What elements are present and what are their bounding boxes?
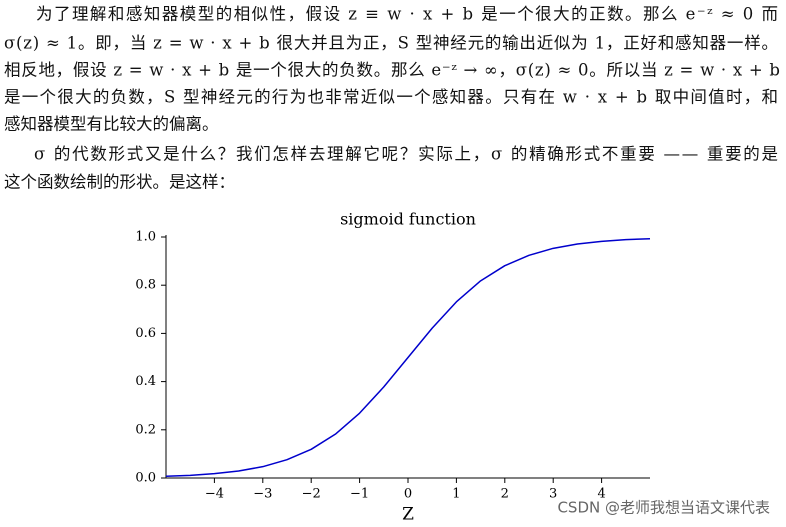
chart-title: sigmoid function <box>340 210 476 229</box>
x-tick-label: −3 <box>253 487 272 502</box>
x-tick-label: 0 <box>404 487 412 502</box>
x-tick-label: 4 <box>597 487 605 502</box>
text-line: 为了理解和感知器模型的相似性，假设 z ≡ w · x + b 是一个很大的正数… <box>36 5 778 24</box>
text-line: σ(z) ≈ 1。即，当 z = w · x + b 很大并且为正，S 型神经元… <box>4 34 778 53</box>
x-tick-label: 1 <box>452 487 460 502</box>
y-tick-label: 0.0 <box>135 471 156 486</box>
y-tick-label: 0.2 <box>135 422 156 437</box>
text-line: 是一个很大的负数，S 型神经元的行为也非常近似一个感知器。只有在 w · x +… <box>4 88 778 107</box>
x-tick-label: −4 <box>205 487 224 502</box>
y-tick-label: 1.0 <box>135 230 156 245</box>
x-tick-label: 2 <box>501 487 509 502</box>
x-axis-label: Z <box>402 505 414 525</box>
y-tick-label: 0.4 <box>135 374 156 389</box>
text-line: 感知器模型有比较大的偏离。 <box>4 115 219 134</box>
text-line: σ 的代数形式又是什么？我们怎样去理解它呢？实际上，σ 的精确形式不重要 —— … <box>34 145 778 164</box>
y-tick-label: 0.8 <box>135 278 156 293</box>
text-line: 相反地，假设 z = w · x + b 是一个很大的负数。那么 e⁻ᶻ → ∞… <box>4 61 780 80</box>
text-line: 这个函数绘制的形状。是这样： <box>4 173 235 192</box>
y-tick-label: 0.6 <box>135 326 156 341</box>
x-tick-label: −1 <box>350 487 369 502</box>
x-tick-label: 3 <box>549 487 557 502</box>
sigmoid-curve <box>165 237 651 478</box>
watermark: CSDN @老师我想当语文课代表 <box>557 499 770 517</box>
x-tick-label: −2 <box>302 487 321 502</box>
